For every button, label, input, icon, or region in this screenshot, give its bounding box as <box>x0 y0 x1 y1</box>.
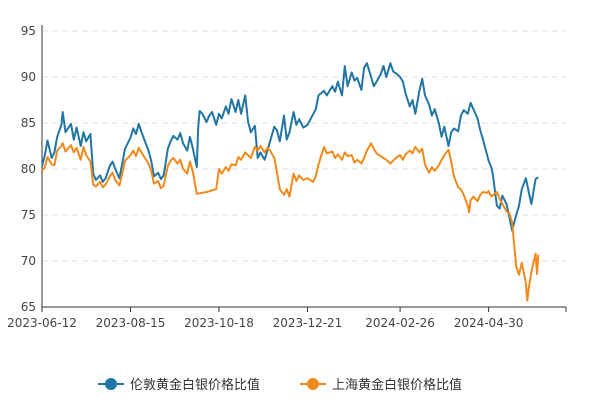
legend-marker <box>105 378 117 390</box>
series-group <box>41 62 540 302</box>
series-line-1 <box>41 62 539 232</box>
y-tick-label: 90 <box>21 70 36 84</box>
x-tick-label: 2024-02-26 <box>365 316 435 330</box>
y-tick-label: 75 <box>21 208 36 222</box>
x-tick-label: 2024-04-30 <box>454 316 524 330</box>
y-tick-label: 85 <box>21 116 36 130</box>
x-tick-label: 2023-08-15 <box>96 316 166 330</box>
y-tick-label: 70 <box>21 254 36 268</box>
legend-marker <box>307 378 319 390</box>
series-line-2 <box>41 142 540 302</box>
legend-item-1[interactable]: 伦敦黄金白银价格比值 <box>98 377 260 393</box>
y-tick-label: 80 <box>21 162 36 176</box>
y-tick-label: 65 <box>21 300 36 314</box>
x-tick-label: 2023-12-21 <box>273 316 343 330</box>
y-axis: 65 70 75 80 85 90 95 <box>21 24 43 314</box>
x-axis: 2023-06-12 2023-08-15 2023-10-18 2023-12-21… <box>7 306 567 330</box>
x-tick-label: 2023-06-12 <box>7 316 77 330</box>
y-tick-label: 95 <box>21 24 36 38</box>
grid-lines <box>42 30 566 262</box>
legend-item-2[interactable]: 上海黄金白银价格比值 <box>300 377 462 393</box>
legend-label: 伦敦黄金白银价格比值 <box>130 377 260 393</box>
legend-label: 上海黄金白银价格比值 <box>332 377 462 393</box>
legend[interactable]: 伦敦黄金白银价格比值 上海黄金白银价格比值 <box>98 377 462 393</box>
x-tick-label: 2023-10-18 <box>184 316 254 330</box>
